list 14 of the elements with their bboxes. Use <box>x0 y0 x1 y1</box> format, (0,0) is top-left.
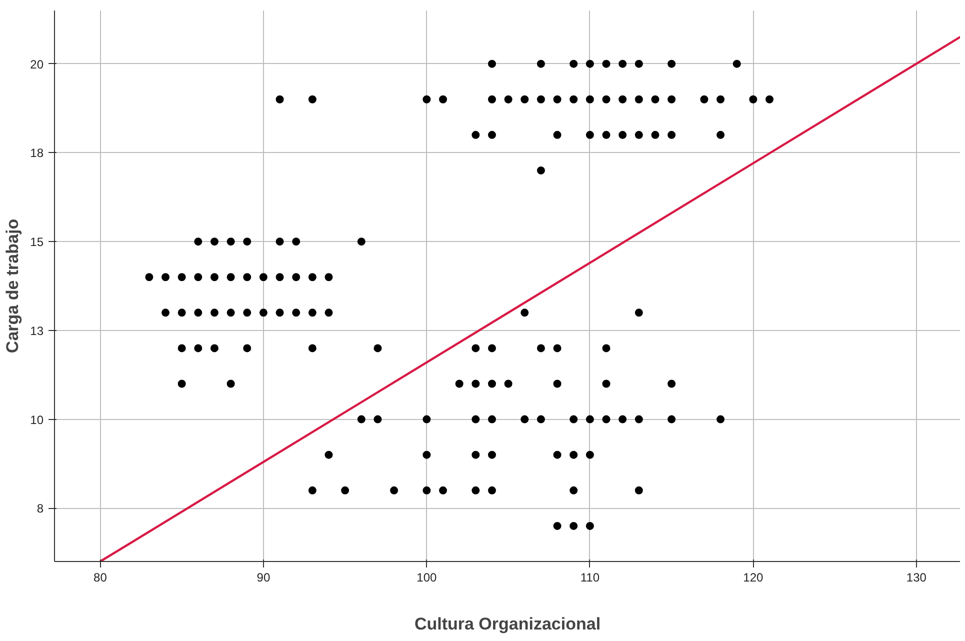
y-tick-label: 18 <box>30 146 44 160</box>
x-tick-label: 120 <box>743 570 764 584</box>
y-tick-label: 15 <box>30 235 44 250</box>
y-tick-label: 20 <box>30 57 44 72</box>
y-tick-label: 13 <box>30 324 44 338</box>
x-tick-label: 80 <box>94 570 108 584</box>
x-tick-label: 100 <box>416 570 438 584</box>
x-tick-label: 110 <box>580 570 600 584</box>
y-axis-title: Carga de trabajo <box>3 218 22 354</box>
x-tick-label: 90 <box>256 570 270 584</box>
y-tick-label: 8 <box>36 502 44 516</box>
x-axis-title: Cultura Organizacional <box>414 614 601 634</box>
y-tick-label: 10 <box>30 412 44 427</box>
x-tick-label: 130 <box>906 570 927 584</box>
